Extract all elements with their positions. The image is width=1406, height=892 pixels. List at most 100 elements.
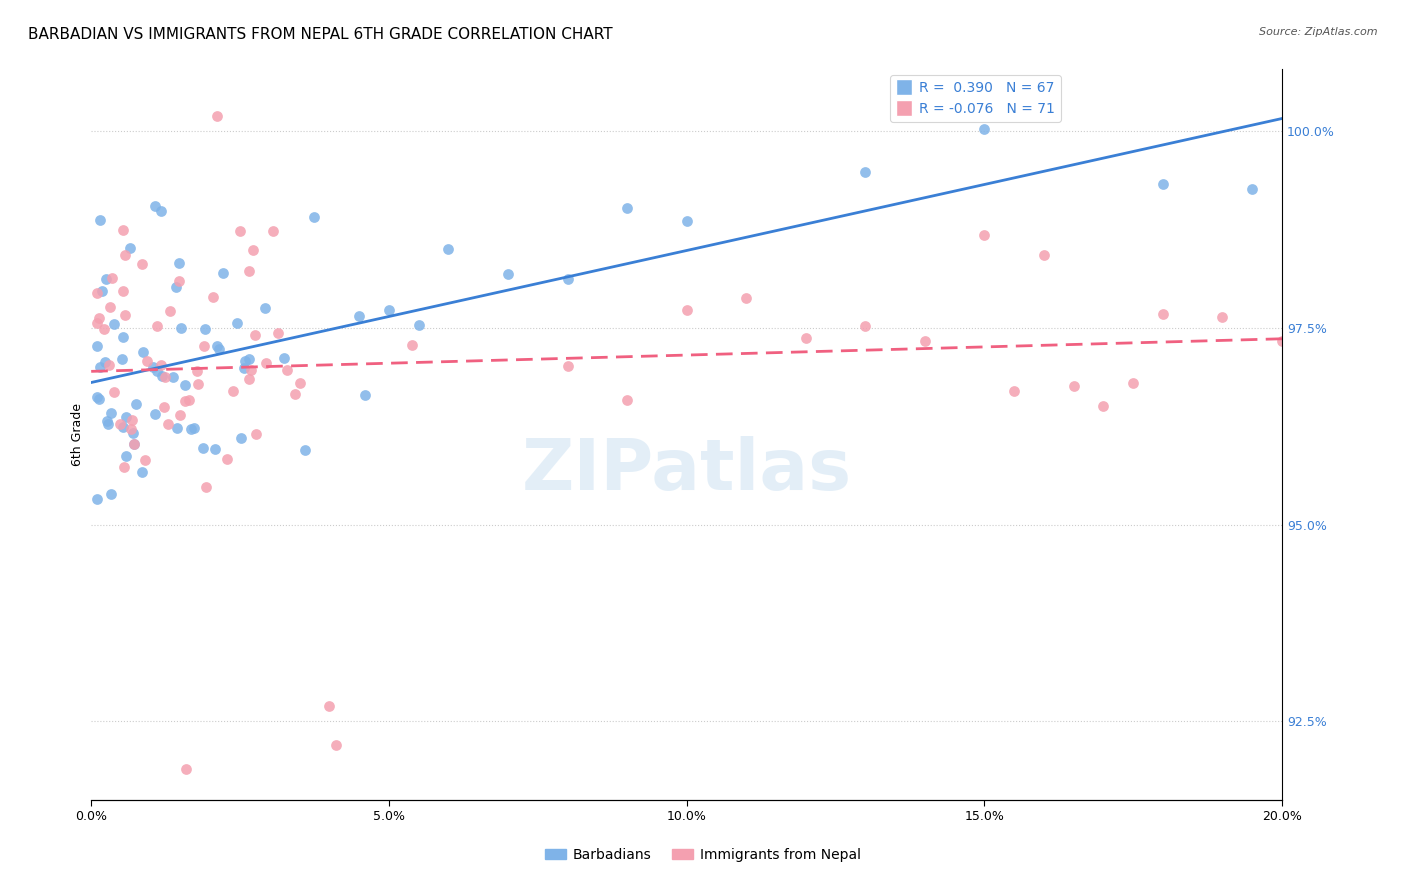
Point	[94, 271, 117, 285]
Point	[194, 322, 217, 336]
Point	[143, 407, 166, 421]
Point	[1092, 399, 1115, 413]
Point	[1002, 384, 1025, 399]
Point	[1271, 334, 1294, 348]
Point	[205, 339, 228, 353]
Point	[110, 417, 132, 431]
Point	[86, 316, 108, 330]
Point	[238, 372, 260, 386]
Point	[103, 317, 125, 331]
Point	[131, 466, 153, 480]
Point	[145, 199, 167, 213]
Point	[557, 359, 579, 374]
Point	[226, 316, 249, 330]
Point	[159, 304, 181, 318]
Point	[111, 351, 134, 366]
Legend: Barbadians, Immigrants from Nepal: Barbadians, Immigrants from Nepal	[540, 842, 866, 867]
Point	[195, 480, 218, 494]
Point	[91, 284, 114, 298]
Point	[115, 450, 138, 464]
Point	[1211, 310, 1233, 325]
Point	[174, 378, 197, 392]
Point	[86, 285, 108, 300]
Point	[229, 224, 252, 238]
Point	[170, 321, 193, 335]
Point	[132, 345, 155, 359]
Point	[238, 352, 260, 367]
Point	[1032, 248, 1054, 262]
Point	[120, 422, 142, 436]
Point	[134, 453, 156, 467]
Point	[616, 201, 638, 215]
Point	[153, 369, 176, 384]
Point	[675, 302, 697, 317]
Point	[153, 400, 176, 414]
Point	[254, 356, 277, 370]
Point	[122, 437, 145, 451]
Point	[89, 360, 111, 375]
Point	[146, 319, 169, 334]
Point	[496, 267, 519, 281]
Point	[616, 393, 638, 408]
Point	[89, 213, 111, 227]
Point	[253, 301, 276, 315]
Point	[354, 388, 377, 402]
Point	[233, 354, 256, 368]
Point	[114, 308, 136, 322]
Point	[142, 359, 165, 374]
Point	[112, 459, 135, 474]
Point	[150, 203, 173, 218]
Point	[437, 242, 460, 256]
Point	[89, 392, 111, 406]
Point	[325, 738, 347, 752]
Point	[378, 303, 401, 318]
Text: BARBADIAN VS IMMIGRANTS FROM NEPAL 6TH GRADE CORRELATION CHART: BARBADIAN VS IMMIGRANTS FROM NEPAL 6TH G…	[28, 27, 613, 42]
Point	[86, 339, 108, 353]
Point	[162, 369, 184, 384]
Point	[207, 109, 229, 123]
Point	[557, 272, 579, 286]
Point	[96, 413, 118, 427]
Point	[794, 331, 817, 345]
Point	[146, 364, 169, 378]
Point	[212, 266, 235, 280]
Legend: R =  0.390   N = 67, R = -0.076   N = 71: R = 0.390 N = 67, R = -0.076 N = 71	[890, 76, 1060, 121]
Point	[111, 419, 134, 434]
Point	[408, 318, 430, 333]
Point	[675, 214, 697, 228]
Point	[202, 290, 225, 304]
Point	[222, 384, 245, 398]
Point	[284, 387, 307, 401]
Point	[347, 309, 370, 323]
Point	[186, 364, 208, 378]
Point	[914, 334, 936, 349]
Point	[853, 318, 876, 333]
Point	[304, 210, 326, 224]
Point	[401, 338, 423, 352]
Point	[124, 437, 146, 451]
Point	[1241, 181, 1264, 195]
Point	[103, 385, 125, 400]
Point	[97, 417, 120, 432]
Point	[276, 363, 298, 377]
Point	[100, 487, 122, 501]
Point	[98, 300, 121, 314]
Point	[1063, 378, 1085, 392]
Point	[193, 339, 215, 353]
Point	[288, 376, 311, 391]
Point	[165, 280, 187, 294]
Point	[174, 762, 197, 776]
Point	[156, 417, 179, 431]
Point	[238, 264, 260, 278]
Point	[93, 322, 115, 336]
Point	[86, 491, 108, 506]
Point	[1152, 178, 1174, 192]
Point	[1122, 376, 1144, 390]
Point	[318, 698, 340, 713]
Point	[853, 165, 876, 179]
Point	[217, 452, 239, 467]
Point	[121, 413, 143, 427]
Y-axis label: 6th Grade: 6th Grade	[72, 403, 84, 466]
Point	[136, 354, 159, 368]
Point	[98, 358, 121, 372]
